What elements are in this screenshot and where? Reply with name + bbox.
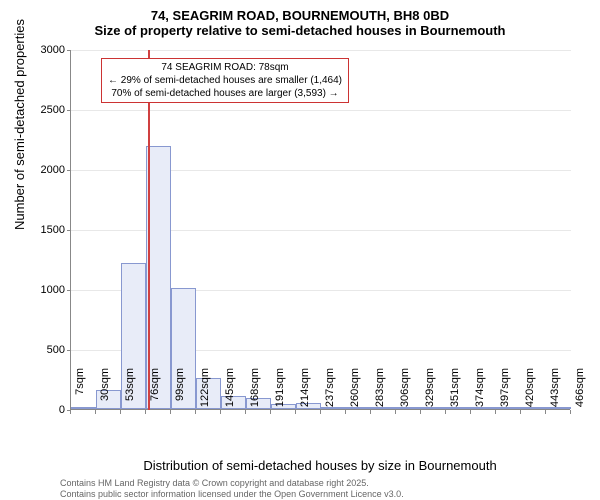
- xtick-mark: [395, 410, 396, 414]
- xtick-mark: [295, 410, 296, 414]
- ytick-label: 3000: [25, 44, 65, 56]
- ytick-mark: [67, 350, 71, 351]
- annotation-box: 74 SEAGRIM ROAD: 78sqm← 29% of semi-deta…: [101, 58, 349, 103]
- xtick-label: 351sqm: [449, 368, 461, 418]
- xtick-label: 53sqm: [124, 368, 136, 418]
- annotation-line3: 70% of semi-detached houses are larger (…: [108, 87, 342, 100]
- ytick-label: 1000: [25, 284, 65, 296]
- xtick-mark: [420, 410, 421, 414]
- ytick-label: 2000: [25, 164, 65, 176]
- xtick-label: 214sqm: [299, 368, 311, 418]
- xtick-label: 260sqm: [349, 368, 361, 418]
- xtick-label: 443sqm: [549, 368, 561, 418]
- xtick-mark: [220, 410, 221, 414]
- xtick-mark: [70, 410, 71, 414]
- xtick-label: 466sqm: [574, 368, 586, 418]
- xtick-mark: [445, 410, 446, 414]
- xtick-mark: [470, 410, 471, 414]
- xtick-label: 374sqm: [474, 368, 486, 418]
- ytick-mark: [67, 170, 71, 171]
- marker-line: [148, 50, 150, 410]
- ytick-label: 1500: [25, 224, 65, 236]
- xtick-mark: [95, 410, 96, 414]
- ytick-label: 2500: [25, 104, 65, 116]
- xtick-label: 99sqm: [174, 368, 186, 418]
- xtick-mark: [495, 410, 496, 414]
- ytick-label: 0: [25, 404, 65, 416]
- xtick-label: 420sqm: [524, 368, 536, 418]
- xtick-mark: [545, 410, 546, 414]
- xtick-mark: [320, 410, 321, 414]
- xtick-mark: [520, 410, 521, 414]
- xtick-label: 237sqm: [324, 368, 336, 418]
- xtick-mark: [170, 410, 171, 414]
- xtick-mark: [195, 410, 196, 414]
- footer-line1: Contains HM Land Registry data © Crown c…: [60, 478, 404, 489]
- xtick-label: 30sqm: [99, 368, 111, 418]
- xtick-mark: [570, 410, 571, 414]
- xtick-mark: [245, 410, 246, 414]
- xtick-label: 397sqm: [499, 368, 511, 418]
- gridline: [71, 110, 571, 111]
- xtick-label: 329sqm: [424, 368, 436, 418]
- xtick-label: 283sqm: [374, 368, 386, 418]
- xtick-label: 7sqm: [74, 368, 86, 418]
- xtick-label: 306sqm: [399, 368, 411, 418]
- gridline: [71, 50, 571, 51]
- ytick-mark: [67, 110, 71, 111]
- xtick-mark: [145, 410, 146, 414]
- footer-line2: Contains public sector information licen…: [60, 489, 404, 500]
- xtick-mark: [345, 410, 346, 414]
- xtick-label: 168sqm: [249, 368, 261, 418]
- ytick-mark: [67, 290, 71, 291]
- xtick-label: 145sqm: [224, 368, 236, 418]
- xtick-label: 191sqm: [274, 368, 286, 418]
- annotation-line1: 74 SEAGRIM ROAD: 78sqm: [108, 61, 342, 74]
- xtick-mark: [270, 410, 271, 414]
- ytick-mark: [67, 50, 71, 51]
- chart-area: 74 SEAGRIM ROAD: 78sqm← 29% of semi-deta…: [70, 50, 570, 410]
- footer-attribution: Contains HM Land Registry data © Crown c…: [60, 478, 404, 500]
- xtick-label: 122sqm: [199, 368, 211, 418]
- chart-title-sub: Size of property relative to semi-detach…: [0, 23, 600, 40]
- x-axis-label: Distribution of semi-detached houses by …: [70, 458, 570, 473]
- ytick-mark: [67, 230, 71, 231]
- xtick-mark: [370, 410, 371, 414]
- ytick-label: 500: [25, 344, 65, 356]
- annotation-line2: ← 29% of semi-detached houses are smalle…: [108, 74, 342, 87]
- plot-region: 74 SEAGRIM ROAD: 78sqm← 29% of semi-deta…: [70, 50, 570, 410]
- chart-title-main: 74, SEAGRIM ROAD, BOURNEMOUTH, BH8 0BD: [0, 0, 600, 23]
- xtick-label: 76sqm: [149, 368, 161, 418]
- xtick-mark: [120, 410, 121, 414]
